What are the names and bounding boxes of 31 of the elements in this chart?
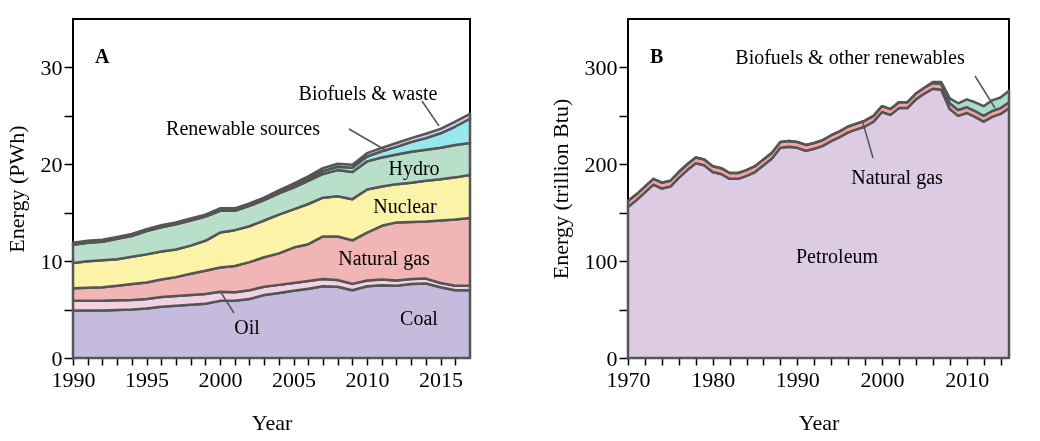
y-tick-label: 100 [584, 248, 618, 274]
x-tick-label: 2010 [345, 366, 390, 392]
x-tick-label: 1995 [125, 366, 170, 392]
x-tick-label: 2015 [419, 366, 464, 392]
y-tick-label: 10 [40, 248, 63, 274]
x-axis-title: Year [798, 409, 840, 435]
y-tick-label: 20 [40, 151, 63, 177]
x-tick-label: 1980 [691, 366, 736, 392]
text: A [95, 45, 110, 67]
y-axis-title: Energy (PWh) [3, 125, 29, 253]
x-tick-label: 2005 [272, 366, 317, 392]
x-axis-title: Year [251, 409, 293, 435]
legend-label: Renewable sources [166, 117, 321, 139]
series-label: Biofuels & waste [298, 82, 438, 104]
y-axis-title: Energy (trillion Btu) [547, 98, 573, 280]
series-label: Natural gas [338, 247, 431, 270]
legend-label: Natural gas [851, 166, 944, 189]
x-tick-label: 1990 [775, 366, 820, 392]
x-tick-label: 2010 [945, 366, 990, 392]
x-tick-label: 2000 [860, 366, 905, 392]
series-label: Hydro [388, 157, 440, 180]
series-label: Nuclear [373, 195, 437, 217]
series-label: Biofuels & other renewables [735, 46, 965, 68]
text: B [650, 45, 664, 67]
y-tick-label: 300 [584, 54, 618, 80]
y-tick-label: 30 [40, 54, 63, 80]
series-label: Petroleum [795, 245, 879, 267]
x-tick-label: 2000 [198, 366, 243, 392]
series-label: Coal [400, 307, 439, 329]
series-label: Oil [234, 316, 261, 338]
y-tick-label: 200 [584, 151, 618, 177]
